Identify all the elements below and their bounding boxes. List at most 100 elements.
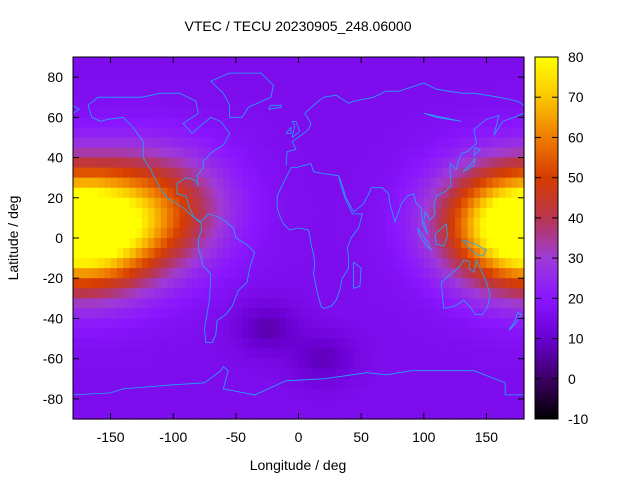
heatmap-cell	[91, 378, 99, 390]
heatmap-cell	[110, 338, 118, 350]
heatmap-cell	[141, 328, 149, 340]
heatmap-cell	[173, 67, 181, 78]
heatmap-cell	[279, 207, 287, 219]
heatmap-cell	[192, 338, 199, 350]
heatmap-cell	[110, 207, 118, 219]
heatmap-cell	[154, 408, 162, 420]
heatmap-cell	[511, 278, 519, 289]
heatmap-cell	[273, 187, 281, 199]
heatmap-cell	[348, 288, 356, 299]
heatmap-cell	[486, 187, 494, 199]
heatmap-cell	[336, 378, 343, 390]
coastline-overlay	[73, 72, 524, 396]
heatmap-cell	[217, 298, 224, 309]
heatmap-cell	[492, 117, 500, 128]
heatmap-cell	[329, 147, 337, 159]
heatmap-cell	[273, 217, 281, 229]
heatmap-cell	[242, 187, 249, 199]
heatmap-cell	[304, 77, 312, 88]
colorbar-tick-label: 40	[568, 210, 584, 226]
heatmap-cell	[517, 388, 525, 400]
heatmap-cell	[323, 77, 331, 88]
heatmap-cell	[79, 278, 87, 289]
heatmap-cell	[492, 167, 500, 179]
heatmap-cell	[298, 358, 306, 370]
heatmap-cell	[486, 278, 494, 289]
heatmap-cell	[248, 177, 256, 189]
heatmap-cell	[116, 348, 124, 360]
heatmap-cell	[423, 157, 431, 169]
heatmap-cell	[85, 268, 93, 279]
heatmap-cell	[442, 147, 450, 159]
heatmap-cell	[198, 268, 206, 279]
heatmap-cell	[98, 318, 105, 330]
heatmap-cell	[198, 318, 206, 330]
heatmap-cell	[505, 107, 513, 118]
heatmap-cell	[511, 268, 519, 279]
heatmap-cell	[392, 368, 400, 380]
heatmap-cell	[311, 97, 318, 108]
heatmap-cell	[110, 298, 118, 309]
heatmap-cell	[336, 318, 343, 330]
heatmap-cell	[141, 147, 149, 159]
heatmap-cell	[160, 278, 168, 289]
heatmap-cell	[79, 207, 87, 219]
heatmap-cell	[135, 57, 143, 68]
heatmap-cell	[492, 187, 500, 199]
heatmap-cell	[361, 268, 369, 279]
heatmap-cell	[379, 358, 387, 370]
heatmap-cell	[354, 217, 362, 229]
heatmap-cell	[379, 368, 387, 380]
heatmap-cell	[411, 318, 419, 330]
heatmap-cell	[210, 137, 218, 149]
heatmap-cell	[185, 217, 193, 229]
heatmap-cell	[292, 278, 300, 289]
heatmap-cell	[361, 348, 369, 360]
heatmap-cell	[273, 238, 281, 249]
heatmap-cell	[442, 278, 450, 289]
heatmap-cell	[423, 87, 431, 98]
heatmap-cell	[285, 177, 293, 189]
heatmap-cell	[442, 67, 450, 78]
heatmap-cell	[254, 167, 262, 179]
heatmap-cell	[473, 388, 481, 400]
heatmap-cell	[329, 197, 337, 209]
heatmap-cell	[467, 117, 475, 128]
heatmap-cell	[154, 137, 162, 149]
heatmap-cell	[217, 167, 224, 179]
heatmap-cell	[217, 197, 224, 209]
heatmap-cell	[192, 227, 199, 239]
heatmap-cell	[79, 217, 87, 229]
heatmap-cell	[373, 288, 381, 299]
heatmap-cell	[285, 57, 293, 68]
heatmap-cell	[110, 258, 118, 269]
heatmap-cell	[292, 97, 300, 108]
heatmap-cell	[254, 107, 262, 118]
heatmap-cell	[342, 87, 350, 98]
heatmap-cell	[392, 167, 400, 179]
heatmap-cell	[154, 308, 162, 320]
heatmap-cell	[204, 408, 212, 420]
heatmap-cell	[85, 408, 93, 420]
heatmap-cell	[323, 187, 331, 199]
heatmap-cell	[148, 338, 156, 350]
heatmap-cell	[192, 308, 199, 320]
heatmap-cell	[473, 147, 481, 159]
x-tick-label: 50	[353, 429, 369, 445]
heatmap-cell	[160, 157, 168, 169]
heatmap-cell	[185, 57, 193, 68]
heatmap-cell	[373, 298, 381, 309]
heatmap-cell	[423, 268, 431, 279]
heatmap-cell	[85, 177, 93, 189]
heatmap-cell	[242, 107, 249, 118]
x-tick-label: -100	[159, 429, 187, 445]
heatmap-cell	[104, 328, 112, 340]
heatmap-cell	[223, 328, 231, 340]
heatmap-cell	[148, 328, 156, 340]
heatmap-cell	[260, 368, 268, 380]
heatmap-cell	[473, 107, 481, 118]
heatmap-cell	[373, 217, 381, 229]
heatmap-cell	[348, 217, 356, 229]
heatmap-cell	[298, 298, 306, 309]
